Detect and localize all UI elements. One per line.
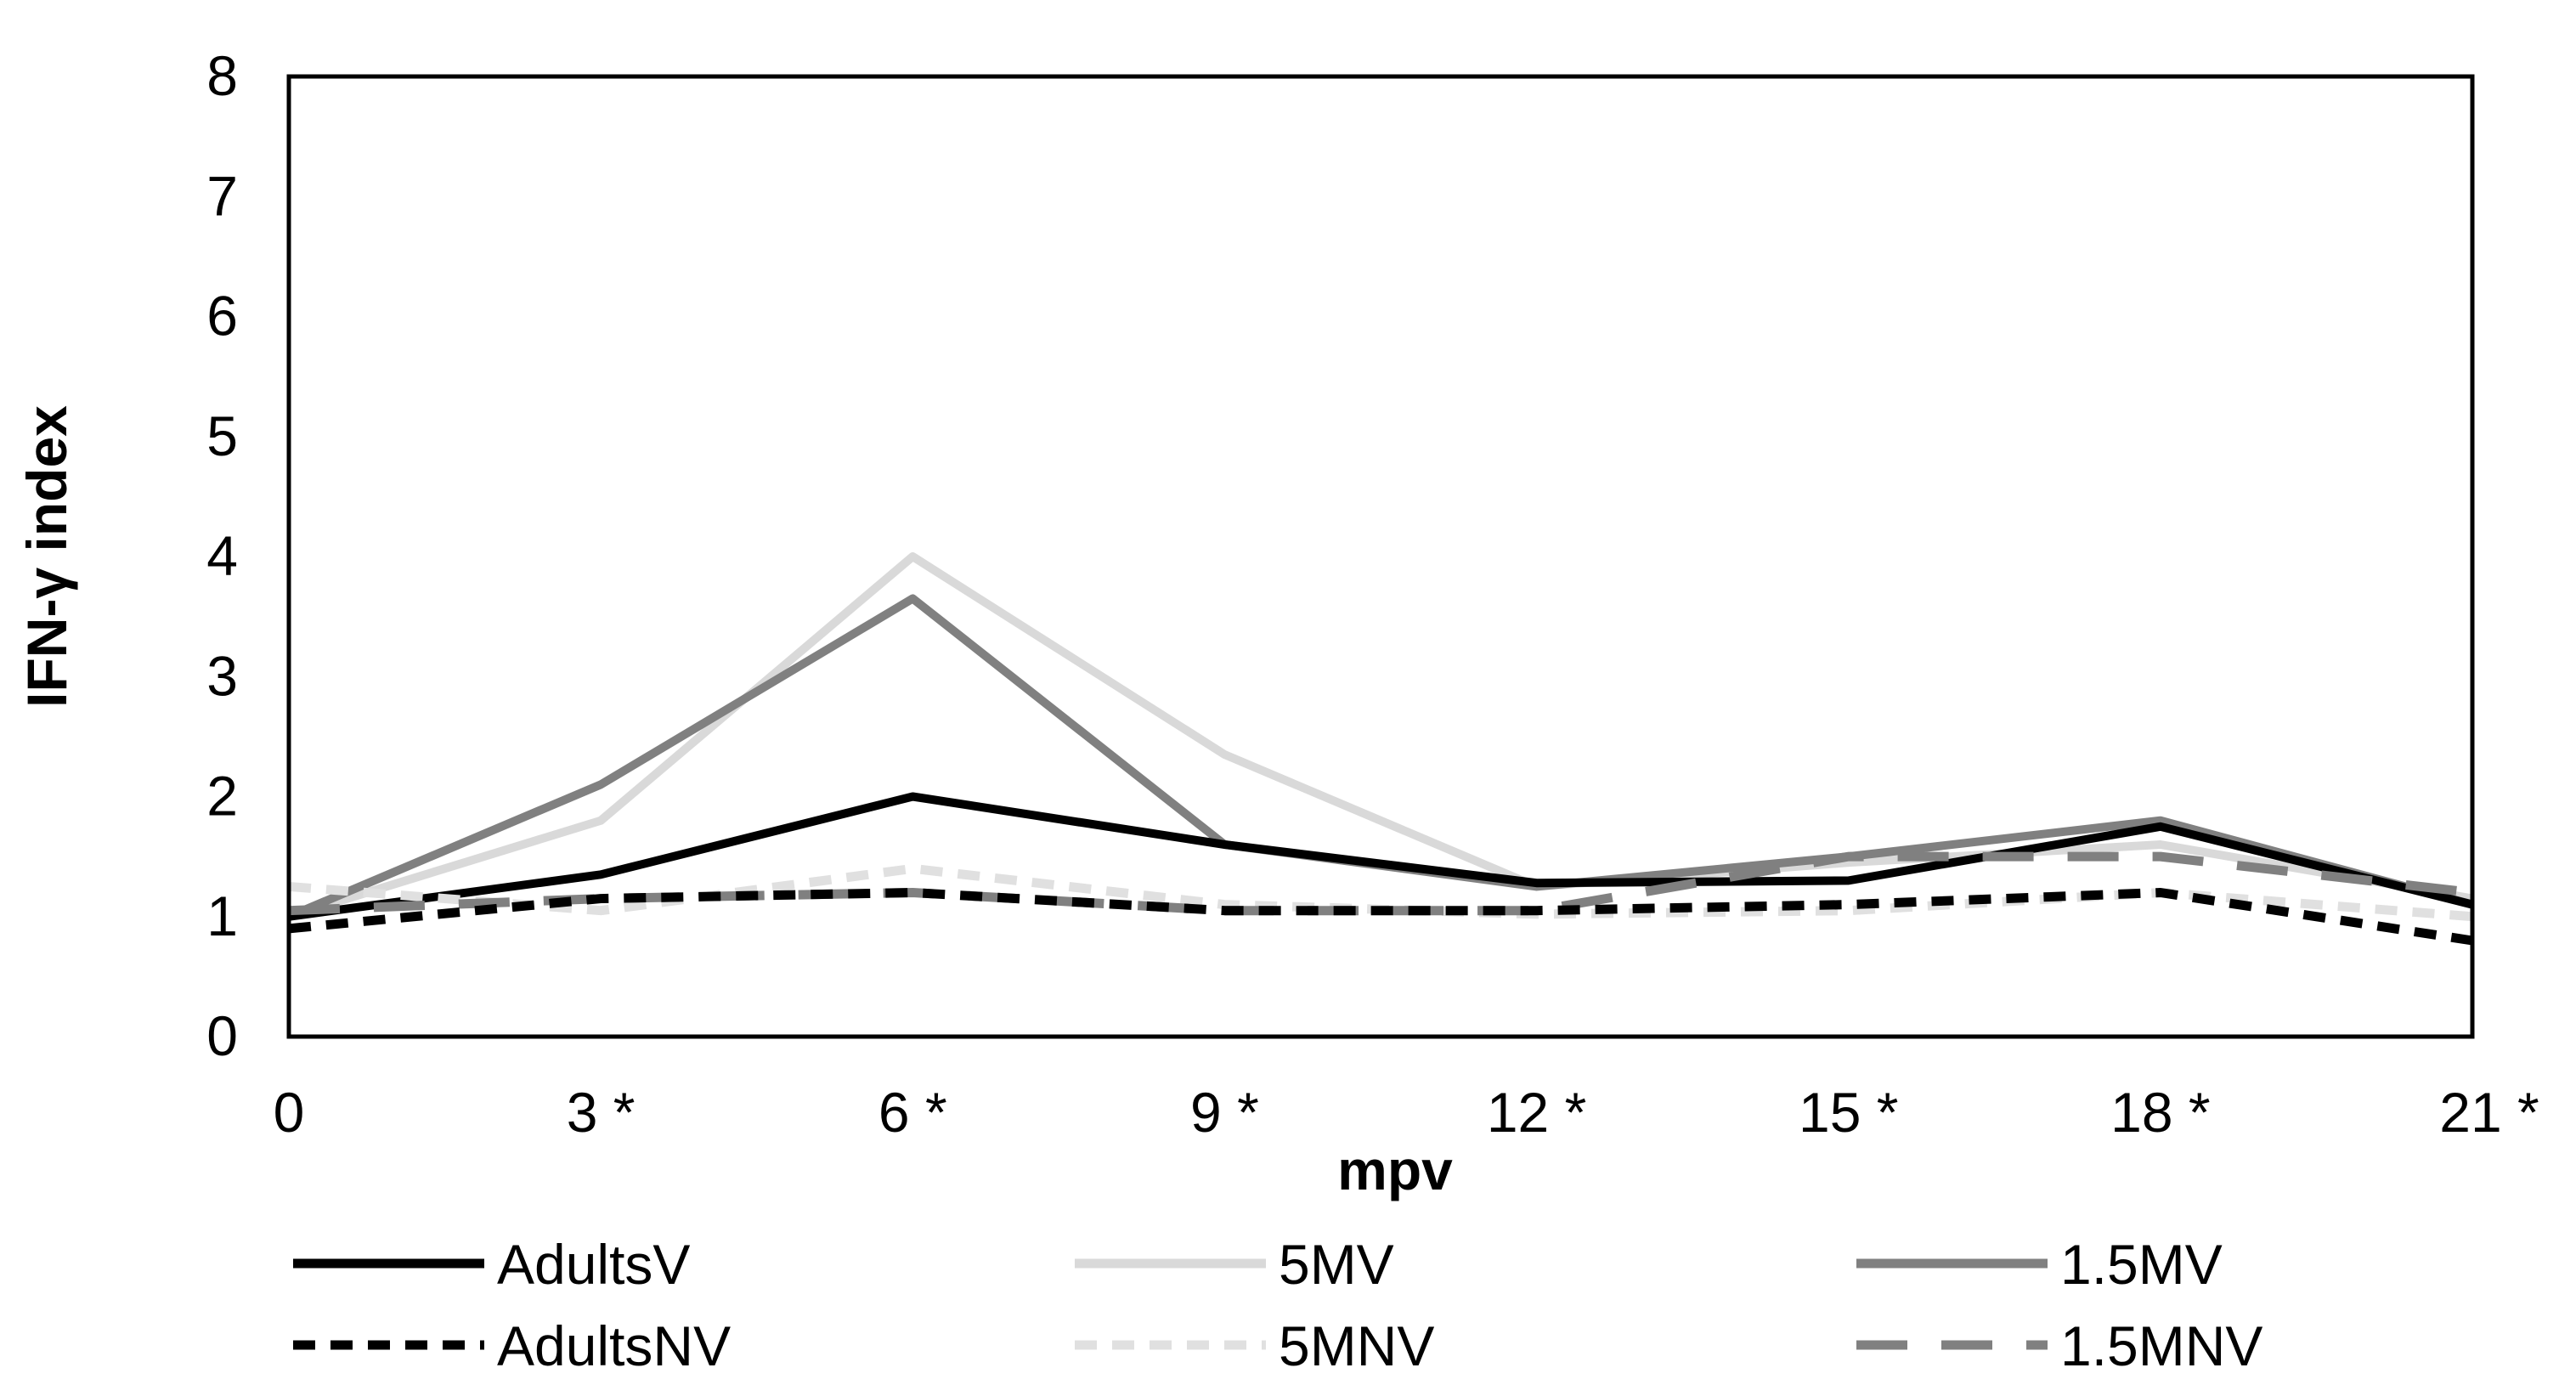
x-tick-label: 0 — [274, 1081, 305, 1144]
y-tick-label: 0 — [206, 1004, 238, 1067]
series-line-adultsnv — [288, 888, 2473, 946]
legend-label-adultsnv: AdultsNV — [497, 1314, 731, 1377]
x-axis-ticks: 0 3 * 6 * 9 * 12 * 15 * 18 * 21 * — [274, 1081, 2539, 1144]
y-tick-label: 3 — [206, 644, 238, 707]
y-tick-label: 1 — [206, 885, 238, 947]
y-tick-label: 8 — [206, 44, 238, 107]
legend-label-1-5mv: 1.5MV — [2060, 1233, 2223, 1296]
x-tick-label: 6 * — [878, 1081, 947, 1144]
plot-frame — [286, 74, 2475, 1039]
x-tick-label: 21 * — [2439, 1081, 2539, 1144]
x-tick-label: 18 * — [2110, 1081, 2210, 1144]
x-tick-label: 9 * — [1190, 1081, 1259, 1144]
series-line-adultsv — [288, 792, 2474, 921]
y-tick-label: 4 — [206, 524, 238, 587]
legend-label-5mnv: 5MNV — [1279, 1314, 1434, 1377]
y-tick-label: 7 — [206, 164, 238, 227]
y-axis-title: IFN-γ index — [15, 405, 78, 708]
y-tick-label: 6 — [206, 285, 238, 348]
y-axis-ticks: 0 1 2 3 4 5 6 7 8 — [206, 44, 238, 1067]
x-tick-label: 3 * — [567, 1081, 636, 1144]
x-axis-title: mpv — [1337, 1139, 1453, 1201]
x-tick-label: 15 * — [1799, 1081, 1898, 1144]
y-tick-label: 5 — [206, 404, 238, 467]
plot-lines — [287, 552, 2474, 946]
x-tick-label: 12 * — [1487, 1081, 1586, 1144]
y-tick-label: 2 — [206, 765, 238, 828]
legend: AdultsV 5MV 1.5MV AdultsNV 5MNV 1.5MNV — [293, 1233, 2262, 1377]
legend-label-adultsv: AdultsV — [497, 1233, 690, 1296]
legend-label-1-5mnv: 1.5MNV — [2060, 1314, 2262, 1377]
series-line-1-5mnv — [288, 851, 2473, 916]
legend-label-5mv: 5MV — [1279, 1233, 1394, 1296]
series-line-5mv — [287, 552, 2473, 921]
